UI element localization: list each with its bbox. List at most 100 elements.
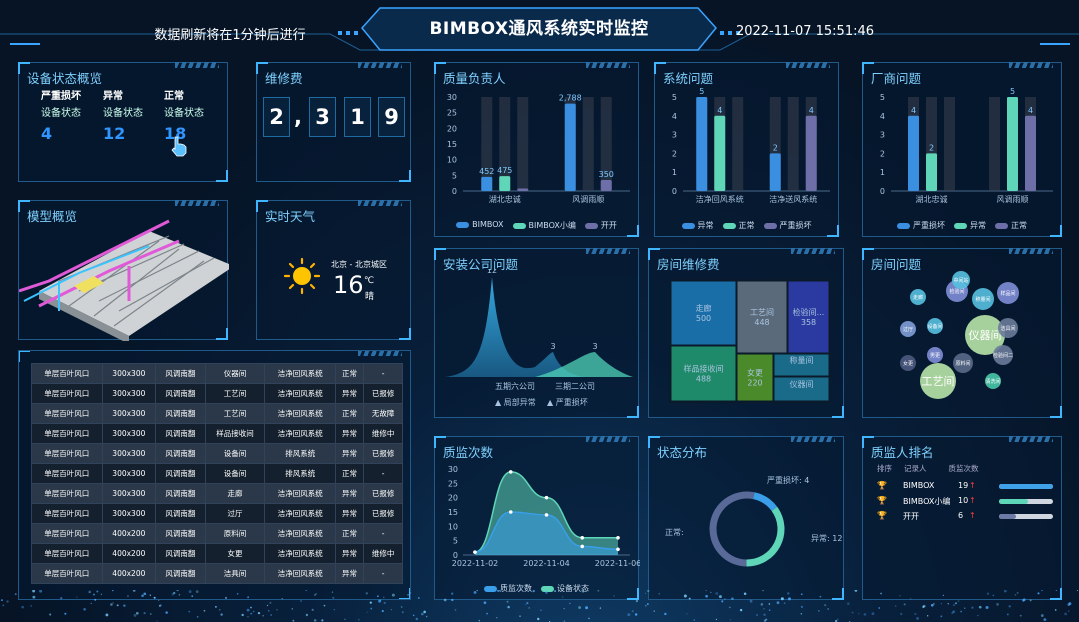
arrow-up-icon: ↑ [969,511,976,520]
rank-bar [999,514,1017,519]
particle [1055,590,1058,591]
legend-item[interactable]: 设备状态 [541,583,589,594]
bar [769,153,781,191]
particle [6,600,9,603]
particle [331,591,334,593]
device-status-panel: 设备状态概览 严重损坏 设备状态 4 异常 设备状态 12 正常 设备状态 18 [18,62,228,182]
particle [112,602,114,604]
rank-count: 6 [958,511,964,520]
weather-location: 北京 - 北京城区 [331,260,387,269]
inspect-count-chart: 0 5 10 15 20 25 30 2022-11-02 2022-11-04 2022-11-… [448,465,640,568]
bar [1007,97,1018,191]
install-company-panel: 安装公司问题 12 3 3 五期六公司 三期二公司 ▲ 局部异常 ▲ 严重损坏 [434,248,639,418]
legend-item[interactable]: 开开 [584,220,617,231]
legend-item[interactable]: 严重损坏 [763,220,812,231]
particle [561,596,564,598]
bar-background [769,97,781,191]
particle [528,607,530,609]
particle [786,592,790,595]
table-row[interactable]: 单层百叶风口 300x300 风调南翻 样品接收间 洁净回风系统 异常 维修中 [31,423,403,444]
particle [1,599,3,601]
status-normal[interactable]: 正常 设备状态 18 [164,91,204,143]
table-cell: - [363,563,403,584]
legend-item[interactable]: 异常 [954,220,986,231]
fee-digit: 1 [344,97,371,137]
particle [683,594,687,598]
particle [497,590,500,593]
table-row[interactable]: 单层百叶风口 400x200 风调南翻 原料间 洁净回风系统 正常 - [31,523,403,544]
particle [473,590,477,594]
status-abnormal[interactable]: 异常 设备状态 12 [103,91,143,143]
table-cell: 异常 [334,483,365,504]
bar-value-label: 2,788 [559,94,582,103]
trophy-icon: 🏆 [877,511,887,520]
legend-item[interactable]: 正常 [722,220,755,231]
rank-count: 19 [958,481,969,490]
table-row[interactable]: 单层百叶风口 300x300 风调南翻 过厅 洁净回风系统 异常 已报修 [31,503,403,524]
table-row[interactable]: 单层百叶风口 300x300 风调南翻 走廊 洁净回风系统 异常 已报修 [31,483,403,504]
particle [333,609,335,611]
particle [647,590,650,593]
table-row[interactable]: 单层百叶风口 300x300 风调南翻 设备间 排风系统 异常 已报修 [31,443,403,464]
particle [1003,590,1007,593]
particle [313,619,317,622]
table-row[interactable]: 单层百叶风口 300x300 风调南翻 设备间 排风系统 正常 - [31,463,403,484]
particle [858,612,860,615]
treemap-cell [736,353,774,402]
status-severe[interactable]: 严重损坏 设备状态 4 [41,91,81,143]
particle [159,605,161,607]
particle [780,597,784,601]
table-cell: 洁净回风系统 [264,543,336,564]
table-row[interactable]: 单层百叶风口 300x300 风调南翻 仪器间 洁净回风系统 正常 - [31,363,403,384]
table-row[interactable]: 单层百叶风口 400x200 风调南翻 洁具间 洁净回风系统 异常 - [31,563,403,584]
legend-item[interactable]: 正常 [995,220,1027,231]
legend-item[interactable]: 严重损坏 [897,220,945,231]
legend-item[interactable]: 异常 [681,220,714,231]
particle [116,604,119,607]
particle [827,608,829,610]
data-point [544,513,549,517]
bubble [927,318,943,334]
room-issue-panel: 房间问题 仪器间 工艺间 称量间 检验间 样品间 走廊 过厅 设备间 女更 男更 原料间 洁具间 检验间… [862,248,1062,418]
treemap-cell [787,280,830,354]
particle [705,590,707,591]
legend-item[interactable]: BIMBOX小编 [512,220,576,231]
particle [100,593,102,595]
particle [270,614,273,616]
legend-item[interactable]: 质监次数 [484,583,532,594]
particle [880,592,882,595]
bubble [965,315,1005,355]
table-cell: 异常 [334,423,365,444]
particle [1067,610,1070,612]
y-tick-label: 10 [447,156,457,165]
table-cell: 异常 [334,503,365,524]
table-row[interactable]: 单层百叶风口 400x200 风调南翻 女更 洁净回风系统 异常 维修中 [31,543,403,564]
bubble-label: 洁具间 [1000,325,1015,332]
table-cell: - [363,463,403,484]
chart-legend: 质监次数 设备状态 [435,583,638,594]
table-cell: 过厅 [204,503,266,524]
table-row[interactable]: 单层百叶风口 300x300 风调南翻 工艺间 洁净回风系统 异常 已报修 [31,383,403,404]
particle [922,605,925,608]
particle [1054,609,1057,611]
building-model-image[interactable] [19,211,229,341]
particle [88,591,91,593]
particle [390,608,393,611]
particle [519,590,522,592]
particle [756,614,758,616]
vendor-issue-chart: 0 1 2 3 4 5 4 2 湖北忠诚 5 4 风调雨顺 [880,87,1053,204]
particle [344,618,346,621]
panel-title: 设备状态概览 [27,71,103,86]
particle [1019,614,1022,617]
table-row[interactable]: 单层百叶风口 300x300 风调南翻 工艺间 洁净回风系统 正常 无故障 [31,403,403,424]
bottom-particles [1,590,1079,622]
particle [176,590,179,592]
particle [507,605,510,609]
x-tick-label: 洁净回风系统 [696,194,744,204]
particle [135,611,139,615]
legend-item[interactable]: BIMBOX [456,220,504,231]
particle [321,619,324,622]
particle [382,596,385,599]
device-table: 单层百叶风口 300x300 风调南翻 仪器间 洁净回风系统 正常 - 单层百叶风口 300x3… [31,363,403,584]
particle [914,612,917,616]
